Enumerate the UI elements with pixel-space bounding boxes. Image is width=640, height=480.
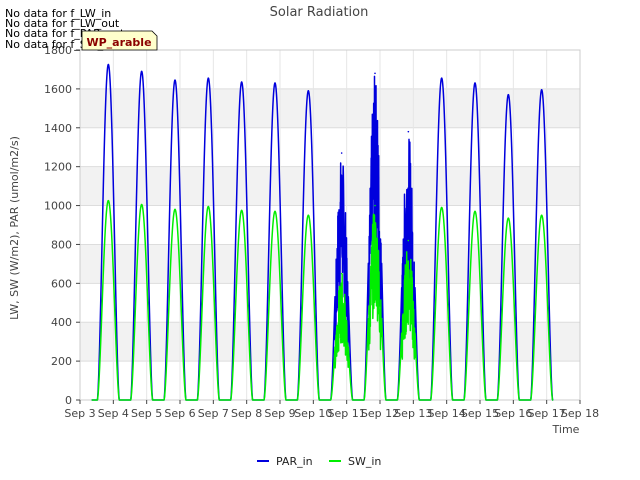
peak-point-sw-in-13 xyxy=(540,214,543,217)
peak-point-sw-in-4 xyxy=(240,209,243,212)
site-badge: WP_arable xyxy=(81,30,158,51)
peak-point-sw-in-11 xyxy=(474,210,476,213)
site-badge-box xyxy=(81,30,158,51)
y-tick-label-1600: 1600 xyxy=(44,83,72,96)
x-tick-label-3: Sep 3 xyxy=(64,407,95,420)
series-layer xyxy=(91,63,554,401)
peak-point-par-in-7 xyxy=(340,152,343,154)
x-tick-label-10: Sep 10 xyxy=(294,407,332,420)
y-tick-label-1200: 1200 xyxy=(44,161,72,174)
y-axis-ticks: 0 200 400 600 800 1000 1200 1400 1600 1800 xyxy=(44,44,80,407)
peak-point-sw-in-2 xyxy=(174,208,176,211)
y-tick-label-400: 400 xyxy=(51,316,72,329)
no-data-note-2: No data for f_LW_out xyxy=(5,17,120,30)
peak-point-par-in-12 xyxy=(507,93,510,96)
no-data-note-3: No data for f_PAR_out xyxy=(5,27,125,40)
x-tick-label-18: Sep 18 xyxy=(561,407,599,420)
peak-point-par-in-1 xyxy=(140,70,143,73)
y-tick-label-800: 800 xyxy=(51,238,72,251)
peak-point-sw-in-9 xyxy=(407,239,410,242)
peak-point-par-in-9 xyxy=(407,130,410,133)
peak-point-par-in-11 xyxy=(474,82,476,84)
x-tick-label-13: Sep 13 xyxy=(394,407,432,420)
peak-point-sw-in-5 xyxy=(274,210,276,213)
x-tick-label-8: Sep 8 xyxy=(231,407,262,420)
peak-point-par-in-0 xyxy=(107,63,110,66)
y-tick-label-1400: 1400 xyxy=(44,122,72,135)
peak-point-sw-in-10 xyxy=(440,206,443,209)
peak-point-par-in-13 xyxy=(540,89,543,91)
x-tick-label-16: Sep 16 xyxy=(494,407,532,420)
legend: PAR_in SW_in xyxy=(257,455,381,468)
peak-point-par-in-3 xyxy=(207,77,210,79)
peak-point-par-in-2 xyxy=(174,79,176,81)
no-data-note-1: No data for f_LW_in xyxy=(5,7,112,20)
x-tick-label-9: Sep 9 xyxy=(264,407,295,420)
y-tick-label-600: 600 xyxy=(51,277,72,290)
x-axis-label: Time xyxy=(552,423,580,436)
peak-point-sw-in-8 xyxy=(374,204,376,207)
legend-label-sw-in: SW_in xyxy=(348,455,381,468)
peak-point-sw-in-12 xyxy=(507,217,510,219)
x-tick-label-15: Sep 15 xyxy=(461,407,499,420)
peak-point-par-in-10 xyxy=(440,77,443,79)
site-badge-label: WP_arable xyxy=(86,36,151,49)
peak-point-sw-in-0 xyxy=(107,199,110,202)
peak-point-par-in-6 xyxy=(307,90,310,92)
peak-point-par-in-5 xyxy=(274,82,276,84)
peak-point-par-in-4 xyxy=(240,81,243,83)
y-axis-label: LW, SW (W/m2), PAR (umol/m2/s) xyxy=(8,136,21,320)
y-tick-label-200: 200 xyxy=(51,355,72,368)
x-tick-label-6: Sep 6 xyxy=(164,407,195,420)
peak-point-sw-in-6 xyxy=(307,214,310,217)
legend-label-par-in: PAR_in xyxy=(276,455,313,468)
y-tick-label-1000: 1000 xyxy=(44,200,72,213)
peak-point-sw-in-7 xyxy=(340,272,343,275)
band-200 xyxy=(80,322,580,362)
y-tick-label-1800: 1800 xyxy=(44,44,72,57)
x-tick-label-12: Sep 12 xyxy=(361,407,399,420)
band-600 xyxy=(80,244,580,284)
x-tick-label-17: Sep 17 xyxy=(528,407,566,420)
y-tick-label-0: 0 xyxy=(65,394,72,407)
background-bands xyxy=(80,88,580,362)
peak-point-sw-in-3 xyxy=(207,205,210,208)
x-tick-label-4: Sep 4 xyxy=(98,407,129,420)
peak-point-par-in-8 xyxy=(374,72,376,75)
peak-point-sw-in-1 xyxy=(140,203,143,206)
chart-title: Solar Radiation xyxy=(270,5,369,20)
band-1000 xyxy=(80,166,580,206)
x-tick-label-11: Sep 11 xyxy=(328,407,366,420)
series-line-sw-in xyxy=(91,199,554,401)
x-tick-label-5: Sep 5 xyxy=(131,407,162,420)
band-1400 xyxy=(80,88,580,128)
x-tick-label-7: Sep 7 xyxy=(198,407,229,420)
x-tick-label-14: Sep 14 xyxy=(428,407,466,420)
